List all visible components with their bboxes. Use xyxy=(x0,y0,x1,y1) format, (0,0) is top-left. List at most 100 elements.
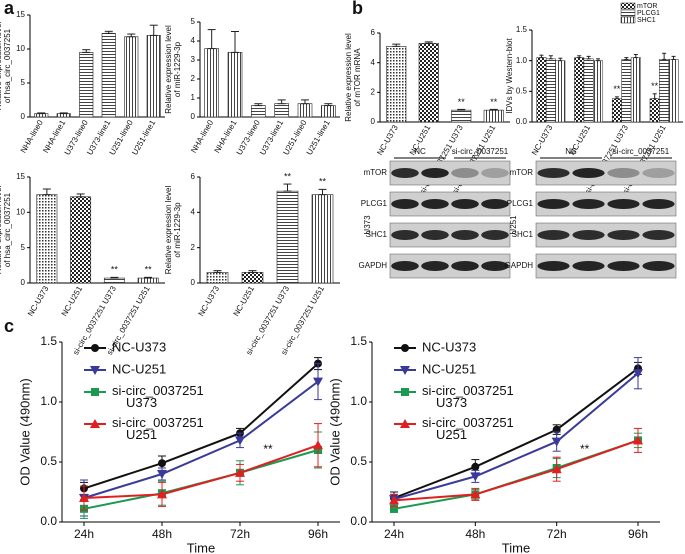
x-tick-label: 96h xyxy=(308,527,328,541)
x-axis-label: Time xyxy=(187,540,215,554)
legend-swatch xyxy=(620,16,636,24)
annotation: ** xyxy=(651,81,659,91)
x-tick-label: 24h xyxy=(74,527,94,541)
annotation: ** xyxy=(263,442,273,456)
x-tick-label: 72h xyxy=(230,527,250,541)
bar xyxy=(668,59,679,123)
blot-group-label: NC xyxy=(414,147,426,156)
y-tick-label: 0.5 xyxy=(350,454,367,468)
y-tick-label: 1 xyxy=(191,93,196,102)
annotation: ** xyxy=(145,265,153,275)
y-tick-label: 1.5 xyxy=(40,334,57,348)
error-bar xyxy=(277,99,286,105)
bar xyxy=(36,194,58,284)
error-bar xyxy=(539,54,544,59)
bar xyxy=(79,52,94,118)
blot-protein-label: mTOR xyxy=(510,168,534,177)
bar xyxy=(536,57,547,123)
marker xyxy=(551,437,562,447)
bar xyxy=(274,103,289,118)
blot-band xyxy=(481,261,509,271)
marker xyxy=(90,366,100,375)
y-tick-label: 0 xyxy=(21,278,26,287)
blot-band xyxy=(607,261,640,271)
annotation: ** xyxy=(580,442,590,456)
panel-label: c xyxy=(4,316,14,336)
bar xyxy=(204,48,219,118)
marker xyxy=(401,388,409,396)
y-axis-label: of mTOR mRNA xyxy=(353,48,362,107)
blot-protein-label: PLCG1 xyxy=(507,199,534,208)
error-bar xyxy=(596,58,601,62)
blot-protein-label: SHC1 xyxy=(366,230,388,239)
blot-band xyxy=(391,261,419,271)
blot-cell-label: U373 xyxy=(363,215,372,235)
marker xyxy=(470,489,481,499)
marker xyxy=(79,493,89,502)
annotation: ** xyxy=(490,97,498,107)
x-tick-label: NC-U373 xyxy=(26,284,51,318)
blot-band xyxy=(391,168,419,178)
x-tick-label: 96h xyxy=(628,527,648,541)
error-bar xyxy=(457,108,466,111)
x-tick-label: NC-U373 xyxy=(197,284,222,318)
error-bar xyxy=(37,112,46,115)
blot-protein-label: GAPDH xyxy=(505,261,534,270)
bar xyxy=(297,103,313,118)
error-bar xyxy=(392,43,401,47)
y-tick-label: 15 xyxy=(16,10,25,19)
bar xyxy=(103,277,125,284)
blot-band xyxy=(421,168,449,178)
error-bar xyxy=(104,30,113,34)
x-tick-label: NC-U373 xyxy=(530,123,555,157)
marker xyxy=(400,366,410,375)
marker xyxy=(313,377,323,387)
y-tick-label: 1.5 xyxy=(350,334,367,348)
x-tick-label: NC-U251 xyxy=(60,284,85,318)
bar xyxy=(56,113,71,118)
bar xyxy=(101,33,116,118)
marker xyxy=(551,464,562,474)
blot-band xyxy=(481,230,509,240)
legend-label: SHC1 xyxy=(637,17,656,24)
legend-label: si-circ_0037251 U251 xyxy=(112,415,204,442)
blot-band xyxy=(642,261,675,271)
y-tick-label: 0.0 xyxy=(350,514,367,528)
blot-band xyxy=(537,261,570,271)
bar xyxy=(418,43,439,123)
y-tick-label: 0.0 xyxy=(516,117,528,126)
marker xyxy=(633,435,643,445)
legend-swatch xyxy=(620,9,636,17)
bar xyxy=(70,196,92,284)
legend-label-line: si-circ_0037251 xyxy=(422,415,514,430)
y-tick-label: 4 xyxy=(371,58,376,67)
bar xyxy=(241,272,264,284)
blot-cell-label: U251 xyxy=(509,215,518,235)
legend-label-line: si-circ_0037251 xyxy=(112,415,204,430)
bar xyxy=(593,60,604,123)
blot-band xyxy=(537,168,570,178)
x-axis-label: Time xyxy=(502,540,530,554)
y-tick-label: 10 xyxy=(16,44,25,53)
blot-band xyxy=(451,199,479,209)
bar xyxy=(574,57,585,123)
annotation: ** xyxy=(284,171,292,181)
blot-band xyxy=(642,230,675,240)
bar xyxy=(649,98,660,123)
y-axis-label: Relative expression level xyxy=(344,33,353,122)
error-bar xyxy=(248,270,257,273)
bar xyxy=(621,59,632,123)
marker xyxy=(157,470,167,479)
marker xyxy=(91,388,99,396)
error-bar xyxy=(324,103,333,107)
bar xyxy=(483,109,504,123)
error-bar xyxy=(254,103,263,107)
y-axis-label: OD Value (490nm) xyxy=(327,378,342,485)
blot-band xyxy=(537,230,570,240)
blot-group-label: si-circ_0037251 xyxy=(613,147,670,156)
y-axis-label: OD Value (490nm) xyxy=(17,378,32,485)
error-bar xyxy=(577,55,582,59)
bar xyxy=(251,105,266,118)
y-axis-label: of hsa_circ_0037251 xyxy=(3,28,12,103)
